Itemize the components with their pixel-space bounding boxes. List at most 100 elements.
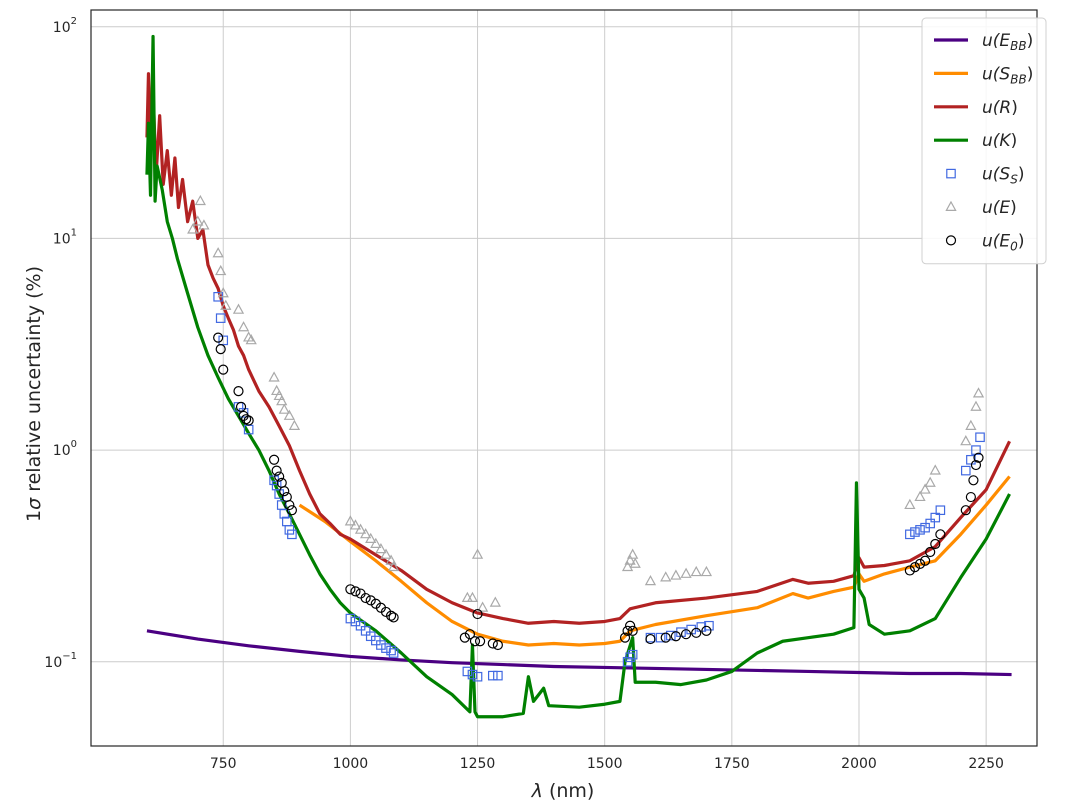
data-point	[919, 483, 931, 494]
legend-item: u(E0)	[945, 231, 1025, 253]
y-tick-exponent: 1	[71, 227, 77, 238]
series-points-u-e-	[187, 194, 985, 612]
data-point	[670, 631, 681, 642]
data-point	[489, 596, 501, 607]
data-point	[218, 335, 229, 346]
data-point	[274, 471, 285, 482]
data-point	[355, 620, 366, 631]
data-point	[700, 565, 713, 577]
x-tick-label: 1000	[333, 756, 369, 772]
data-point	[970, 459, 982, 471]
legend-item: u(K)	[934, 131, 1017, 151]
data-point	[966, 454, 976, 465]
data-point	[386, 645, 396, 656]
data-point	[960, 505, 971, 516]
data-point	[472, 608, 483, 620]
legend-label: u(R)	[982, 98, 1018, 118]
data-point	[973, 452, 984, 463]
data-point	[472, 671, 483, 682]
data-point	[213, 332, 224, 343]
data-point	[925, 546, 936, 558]
legend-label-close: )	[1018, 231, 1025, 251]
y-axis-label: 1σ relative uncertainty (%)	[23, 266, 45, 522]
series-line-u-r-	[145, 72, 1011, 625]
data-point	[215, 313, 226, 323]
data-point	[235, 401, 247, 412]
data-point	[924, 476, 936, 487]
data-point	[466, 591, 479, 603]
data-point	[194, 194, 206, 206]
legend-label-fn: u(	[982, 165, 1001, 185]
legend-label-close: )	[1011, 98, 1018, 118]
data-point	[288, 419, 301, 430]
data-point	[666, 630, 676, 641]
data-point	[972, 387, 985, 398]
x-tick-label: 2000	[841, 756, 877, 772]
data-point	[287, 529, 297, 540]
legend-swatch	[946, 168, 956, 179]
data-point	[215, 344, 226, 355]
data-point	[385, 610, 397, 621]
legend-item: u(EBB)	[934, 31, 1033, 53]
legend-label-symbol: S	[999, 165, 1010, 185]
legend-label-fn: u(	[982, 198, 1001, 218]
data-point	[487, 670, 498, 681]
data-point	[365, 532, 377, 544]
data-point	[914, 558, 926, 569]
data-point	[237, 321, 250, 332]
legend-swatch	[945, 200, 957, 211]
data-point	[914, 490, 926, 502]
data-point	[960, 435, 972, 446]
data-point	[904, 498, 916, 510]
data-point	[360, 592, 371, 604]
data-point	[627, 548, 639, 559]
data-point	[704, 620, 714, 631]
legend-item: u(SBB)	[934, 64, 1033, 86]
y-tick-label: 101	[53, 227, 77, 247]
data-point	[464, 629, 476, 640]
data-point	[217, 287, 229, 298]
data-point	[493, 670, 503, 681]
data-point	[218, 364, 229, 375]
legend-label-close: )	[1018, 165, 1025, 185]
legend-item: u(E)	[945, 198, 1017, 218]
data-point	[278, 403, 290, 414]
data-point	[909, 562, 921, 573]
data-point	[381, 643, 391, 653]
data-point	[360, 528, 372, 539]
data-point	[232, 303, 245, 314]
data-point	[476, 601, 489, 612]
data-point	[349, 519, 362, 530]
data-point	[645, 633, 656, 645]
series-points-u-s-s-	[213, 291, 985, 682]
grid	[91, 10, 1037, 746]
y-tick-base: 10	[53, 20, 71, 36]
data-point	[268, 371, 280, 382]
data-point	[344, 515, 357, 526]
data-point	[459, 632, 470, 643]
data-point	[273, 389, 285, 401]
data-point	[625, 620, 636, 631]
y-tick-base: 10	[44, 655, 62, 671]
y-tick-base: 10	[53, 231, 71, 247]
data-point	[670, 569, 682, 580]
data-point	[627, 649, 638, 660]
legend-label-close: )	[1027, 31, 1034, 51]
series-line-u-e-bb-	[146, 629, 1012, 677]
data-point	[910, 527, 920, 537]
legend-label-symbol: S	[999, 64, 1010, 84]
data-point	[660, 632, 671, 643]
data-point	[187, 223, 199, 234]
data-point	[474, 636, 486, 647]
legend-item: u(SS)	[946, 165, 1025, 187]
data-point	[467, 669, 478, 680]
data-point	[215, 264, 227, 276]
data-point	[680, 567, 692, 578]
data-point	[660, 571, 672, 582]
legend-label-fn: u(	[982, 64, 1001, 84]
data-point	[241, 414, 252, 425]
legend-label-fn: u(	[982, 31, 1001, 51]
data-point	[354, 523, 367, 534]
data-point	[655, 632, 666, 643]
